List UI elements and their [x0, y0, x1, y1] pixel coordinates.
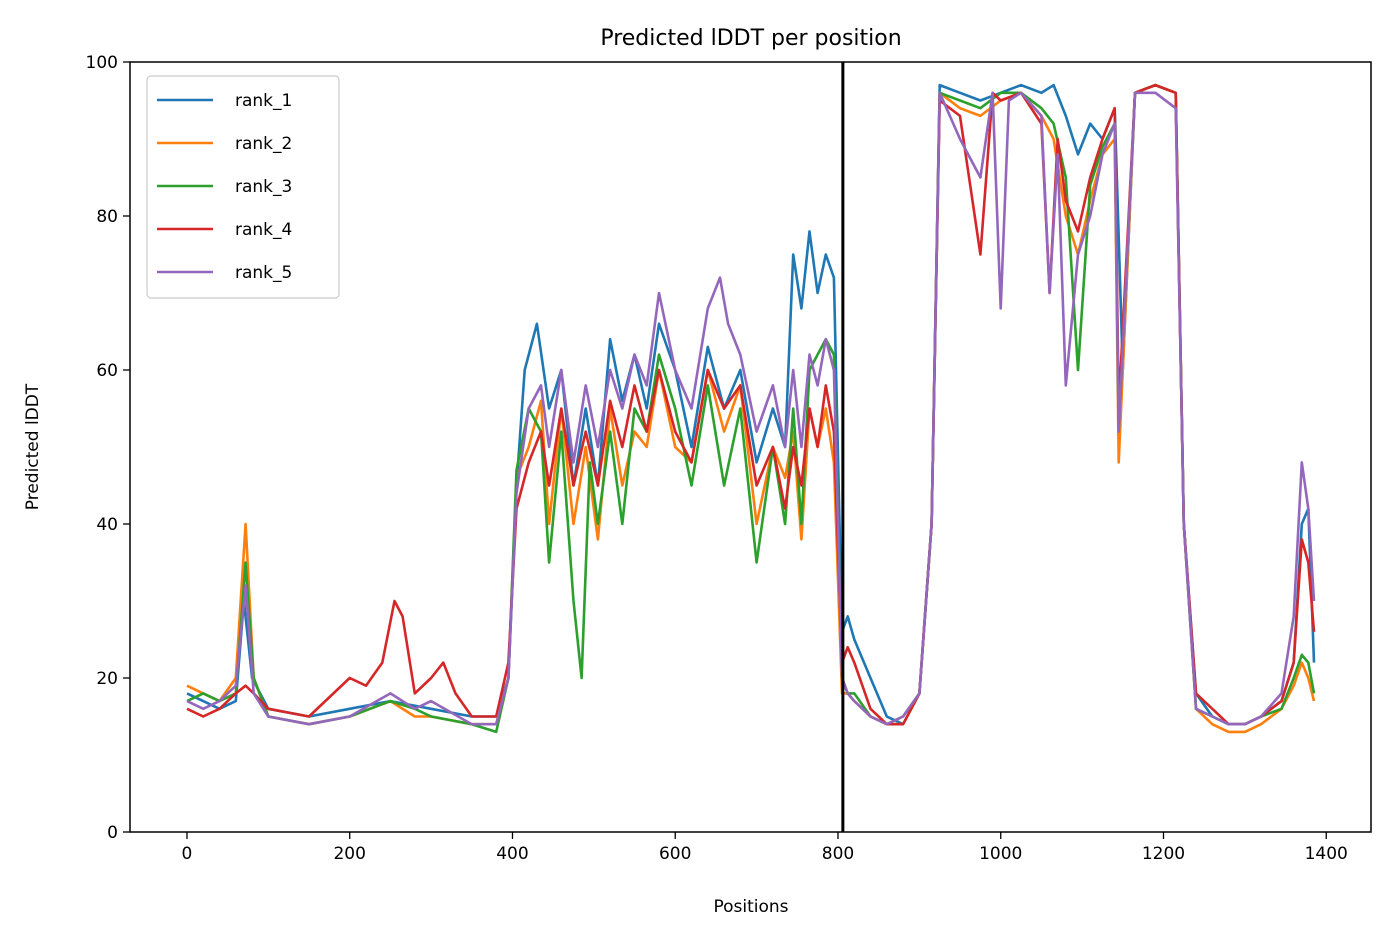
legend-label-rank-5: rank_5 — [235, 263, 292, 283]
x-tick-label: 1400 — [1305, 844, 1348, 864]
x-tick-label: 800 — [822, 844, 854, 864]
x-tick-label: 200 — [333, 844, 365, 864]
series-line-rank-5 — [186, 91, 1316, 726]
x-tick-label: 1200 — [1142, 844, 1185, 864]
legend-label-rank-1: rank_1 — [235, 91, 292, 111]
chart-title: Predicted lDDT per position — [600, 26, 901, 51]
legend: rank_1 rank_2 rank_3 rank_4 rank_5 — [146, 75, 340, 299]
plot-frame — [129, 61, 1372, 833]
legend-box — [146, 75, 340, 299]
x-tick-label: 400 — [496, 844, 528, 864]
y-axis-ticks: 0 20 40 60 80 100 — [86, 53, 130, 843]
x-tick-label: 600 — [659, 844, 691, 864]
x-tick-label: 1000 — [979, 844, 1022, 864]
y-tick-label: 20 — [96, 669, 118, 689]
y-tick-label: 80 — [96, 207, 118, 227]
plot-lines — [186, 83, 1316, 734]
y-tick-label: 40 — [96, 515, 118, 535]
y-tick-label: 0 — [107, 823, 118, 843]
legend-label-rank-4: rank_4 — [235, 220, 292, 240]
y-tick-label: 100 — [86, 53, 118, 73]
y-tick-label: 60 — [96, 361, 118, 381]
x-axis-label: Positions — [713, 897, 788, 917]
legend-label-rank-2: rank_2 — [235, 134, 292, 154]
x-axis-ticks: 0 200 400 600 800 1000 1200 1400 — [182, 832, 1348, 864]
y-axis-label: Predicted lDDT — [23, 383, 43, 510]
x-tick-label: 0 — [182, 844, 193, 864]
legend-label-rank-3: rank_3 — [235, 177, 292, 197]
